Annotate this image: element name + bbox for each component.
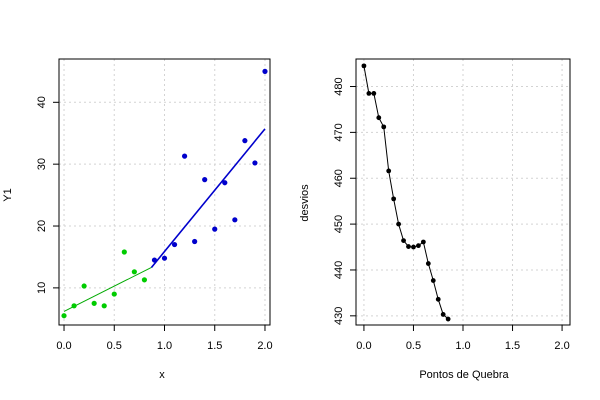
x-tick-label: 1.5: [207, 340, 222, 352]
scatter-point-series-2: [192, 238, 198, 245]
fit-line-1: [63, 267, 152, 312]
scatter-point-series-2: [212, 226, 218, 232]
scatter-point-series-2: [252, 160, 258, 166]
scatter-point-series-1: [101, 303, 107, 309]
line-point: [420, 239, 426, 245]
scatter-point-series-1: [71, 303, 77, 309]
scatter-point-series-2: [151, 257, 158, 263]
y-tick-label: 450: [333, 215, 345, 233]
scatter-point-series-1: [81, 283, 87, 289]
scatter-point-series-2: [202, 177, 208, 183]
panel-2: 0.0 0.5 1.0 1.5 2.0 430 440 450 460 470 480 Pontos …: [299, 58, 571, 381]
panel-1: 0.0 0.5 1.0 1.5 2.0 10 20 30 40 x Y1: [2, 58, 273, 381]
scatter-point-series-2: [242, 138, 248, 144]
y-tick-label: 480: [333, 77, 345, 95]
y-tick-label: 20: [36, 220, 48, 232]
line-point: [435, 296, 441, 302]
y-tick-label: 470: [333, 123, 345, 141]
line-point: [381, 124, 387, 130]
scatter-point-series-2: [161, 255, 168, 261]
line-point: [376, 115, 382, 121]
scatter-point-series-2: [262, 68, 268, 74]
x-axis-label: Pontos de Quebra: [419, 369, 509, 381]
x-tick-label: 1.0: [455, 340, 470, 352]
y-tick-label: 40: [36, 96, 48, 108]
x-tick-label: 1.0: [157, 340, 172, 352]
scatter-point-series-2: [171, 241, 178, 248]
line-point: [366, 90, 372, 96]
y-tick-label: 30: [36, 158, 48, 170]
y-axis-label: Y1: [2, 188, 14, 201]
x-tick-label: 2.0: [257, 340, 272, 352]
y-axis-label: desvios: [299, 184, 311, 222]
line-point: [406, 244, 411, 249]
scatter-point-series-2: [181, 153, 188, 159]
x-tick-label: 0.5: [406, 340, 421, 352]
x-axis-label: x: [159, 369, 165, 381]
line-point: [361, 63, 367, 69]
fit-line-2: [150, 128, 266, 268]
line-point: [416, 243, 421, 249]
scatter-point-series-1: [91, 300, 97, 306]
x-tick-label: 1.5: [505, 340, 520, 352]
y-tick-label: 460: [333, 169, 345, 187]
scatter-point-series-2: [222, 180, 228, 186]
line-point: [401, 238, 406, 244]
y-tick-label: 10: [36, 282, 48, 294]
y-tick-label: 440: [333, 261, 345, 279]
x-tick-label: 2.0: [554, 340, 569, 352]
x-tick-label: 0.0: [356, 340, 371, 352]
line-point: [440, 312, 446, 317]
scatter-point-series-1: [111, 291, 117, 297]
line-point: [430, 278, 436, 283]
line-point: [445, 316, 451, 322]
line-point: [386, 168, 392, 174]
scatter-point-series-1: [121, 249, 127, 255]
scatter-point-series-1: [131, 269, 137, 275]
line-point: [425, 261, 431, 266]
scatter-point-series-1: [61, 313, 67, 319]
line-point: [371, 90, 377, 96]
x-tick-label: 0.0: [56, 340, 71, 352]
scatter-point-series-2: [232, 217, 238, 223]
series-line: [363, 65, 449, 320]
line-point: [391, 196, 397, 202]
y-tick-label: 430: [333, 307, 345, 325]
x-tick-label: 0.5: [107, 340, 122, 352]
line-point: [396, 221, 402, 227]
scatter-point-series-1: [141, 277, 148, 283]
line-point: [411, 244, 416, 250]
